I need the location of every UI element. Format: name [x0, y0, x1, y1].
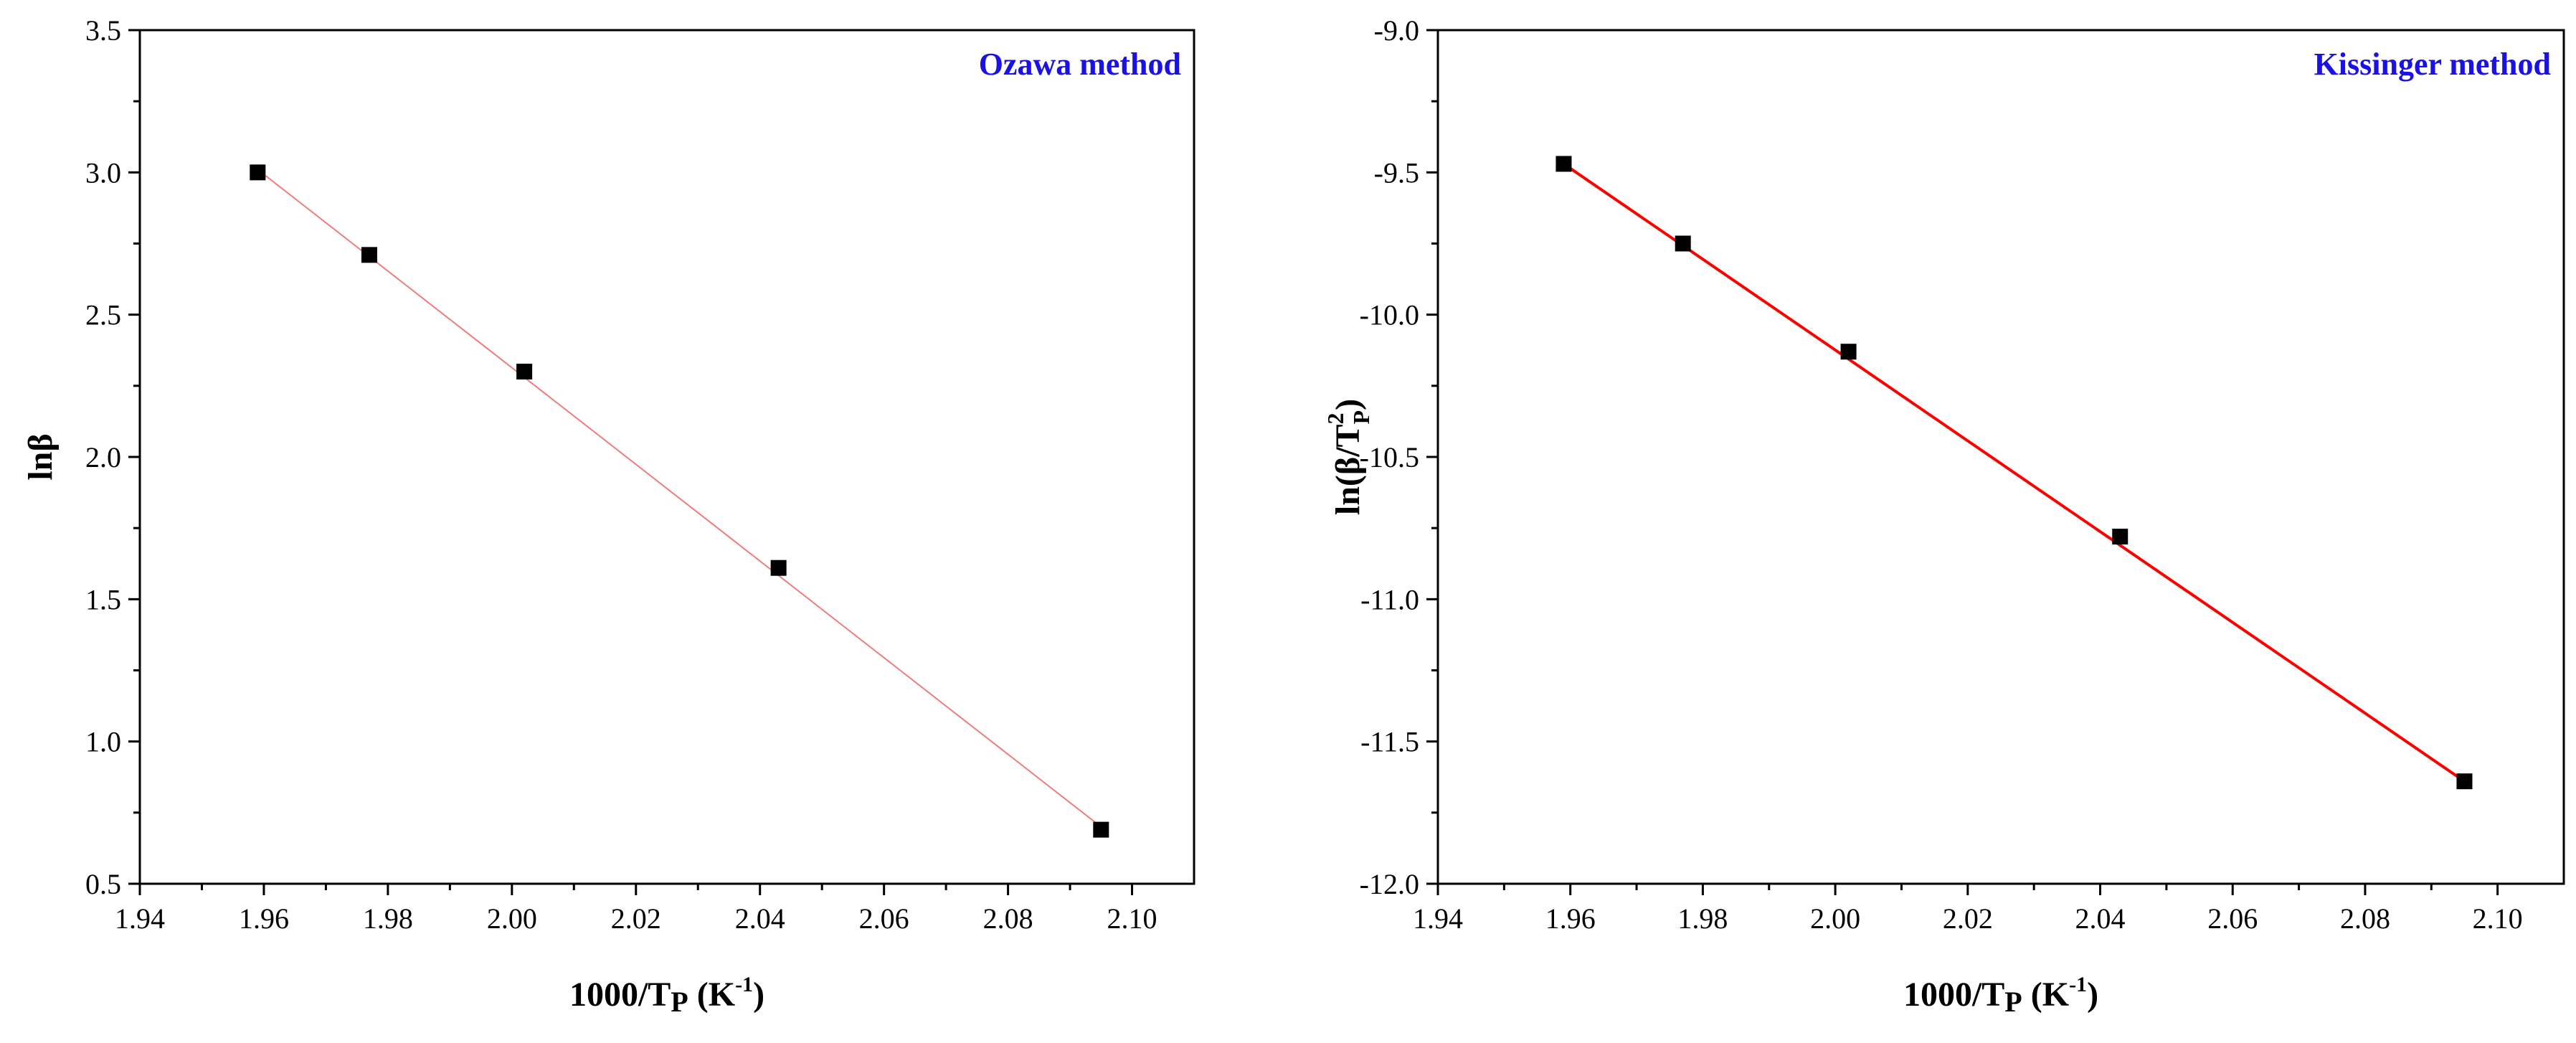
kissinger-x-tick-label: 2.04	[2075, 902, 2126, 935]
ozawa-data-point	[361, 247, 377, 263]
ozawa-x-tick-label: 2.10	[1107, 902, 1157, 935]
kissinger-data-point	[1675, 235, 1691, 252]
kissinger-data-point	[2112, 529, 2128, 545]
kissinger-x-tick-label: 1.98	[1677, 902, 1728, 935]
ozawa-fit-line-group	[257, 169, 1102, 828]
kissinger-x-tick-label: 2.08	[2340, 902, 2390, 935]
kissinger-y-axis-label: ln(β/T2P)	[1322, 399, 1374, 515]
kissinger-y-tick-label: -11.0	[1360, 583, 1419, 615]
ozawa-x-axis-label: 1000/TP (K-1)	[569, 973, 764, 1018]
kissinger-x-tick-label: 2.10	[2473, 902, 2523, 935]
ozawa-fit-line	[257, 169, 1102, 828]
kissinger-panel: 1.94 1.96 1.98 2.00 2.02 2.04 2.06 2.08 2.10 -12.…	[1322, 14, 2565, 1018]
kissinger-y-tick-label: -9.0	[1374, 14, 1419, 47]
kissinger-y-axis-label-sub: P	[1348, 410, 1374, 425]
kissinger-x-axis-label-sup: -1	[2069, 973, 2087, 996]
ozawa-y-tick-label: 3.0	[85, 156, 121, 189]
ozawa-x-axis-label-main: 1000/T	[569, 976, 671, 1014]
ozawa-ticks: 1.94 1.96 1.98 2.00 2.02 2.04 2.06 2.08 2.10 0.5 1…	[85, 14, 1157, 935]
kissinger-data-point	[2456, 773, 2473, 790]
ozawa-y-axis-label: lnβ	[22, 433, 60, 480]
kissinger-y-tick-label: -10.0	[1360, 299, 1419, 331]
ozawa-x-tick-label: 1.98	[363, 902, 413, 935]
kissinger-x-tick-label: 2.06	[2207, 902, 2258, 935]
ozawa-data-point	[1093, 821, 1109, 838]
ozawa-y-tick-label: 2.0	[85, 441, 121, 473]
ozawa-y-tick-label: 3.5	[85, 14, 121, 47]
kissinger-fit-line-group	[1563, 162, 2466, 783]
ozawa-x-tick-label: 2.08	[983, 902, 1033, 935]
ozawa-y-tick-label: 1.0	[85, 726, 121, 758]
kissinger-ticks: 1.94 1.96 1.98 2.00 2.02 2.04 2.06 2.08 2.10 -12.…	[1360, 14, 2523, 935]
kissinger-y-tick-label: -12.0	[1360, 868, 1419, 900]
kissinger-data-points	[1555, 156, 2473, 790]
kissinger-data-point	[1555, 156, 1572, 172]
kissinger-method-label: Kissinger method	[2314, 47, 2551, 82]
kissinger-y-tick-label: -11.5	[1360, 726, 1419, 758]
ozawa-method-label: Ozawa method	[979, 47, 1181, 82]
ozawa-data-points	[250, 164, 1109, 838]
kissinger-x-tick-label: 1.94	[1413, 902, 1463, 935]
ozawa-data-point	[516, 364, 533, 379]
kissinger-fit-line	[1563, 162, 2466, 783]
kissinger-x-axis-label-sub: P	[2004, 986, 2022, 1018]
kissinger-y-axis-label-sup: 2	[1322, 412, 1348, 424]
ozawa-x-tick-label: 2.06	[859, 902, 909, 935]
ozawa-data-point	[770, 560, 787, 576]
kissinger-x-tick-label: 2.02	[1943, 902, 1993, 935]
ozawa-x-tick-label: 2.00	[487, 902, 537, 935]
kissinger-x-axis-label: 1000/TP (K-1)	[1903, 973, 2098, 1018]
ozawa-y-axis-label-main: lnβ	[22, 433, 60, 480]
ozawa-y-tick-label: 1.5	[85, 583, 121, 615]
ozawa-x-axis-label-unit: (K	[697, 976, 735, 1014]
kissinger-plot-frame	[1436, 29, 2565, 885]
ozawa-plot-frame	[138, 29, 1195, 885]
ozawa-x-tick-label: 1.96	[239, 902, 289, 935]
kissinger-y-tick-label: -10.5	[1360, 441, 1419, 473]
ozawa-x-tick-label: 1.94	[115, 902, 165, 935]
ozawa-x-axis-label-sub: P	[671, 986, 688, 1018]
kissinger-data-point	[1840, 344, 1857, 360]
ozawa-x-axis-label-close: )	[753, 976, 764, 1014]
ozawa-x-tick-label: 2.04	[735, 902, 785, 935]
kissinger-y-tick-label: -9.5	[1374, 156, 1419, 189]
ozawa-x-tick-label: 2.02	[611, 902, 661, 935]
kissinger-x-tick-label: 1.96	[1545, 902, 1596, 935]
kissinger-y-axis-label-post: )	[1329, 399, 1367, 410]
ozawa-y-tick-label: 0.5	[85, 868, 121, 900]
ozawa-y-tick-label: 2.5	[85, 299, 121, 331]
kissinger-y-axis-label-pre: ln(β/T	[1329, 424, 1367, 515]
ozawa-panel: 1.94 1.96 1.98 2.00 2.02 2.04 2.06 2.08 2.10 0.5 1…	[22, 14, 1195, 1018]
ozawa-data-point	[250, 164, 266, 181]
kissinger-x-axis-label-close: )	[2087, 976, 2098, 1014]
ozawa-x-axis-label-sup: -1	[735, 973, 753, 996]
kissinger-x-axis-label-unit: (K	[2031, 976, 2069, 1014]
kissinger-x-axis-label-main: 1000/T	[1903, 976, 2004, 1014]
kissinger-x-tick-label: 2.00	[1810, 902, 1860, 935]
